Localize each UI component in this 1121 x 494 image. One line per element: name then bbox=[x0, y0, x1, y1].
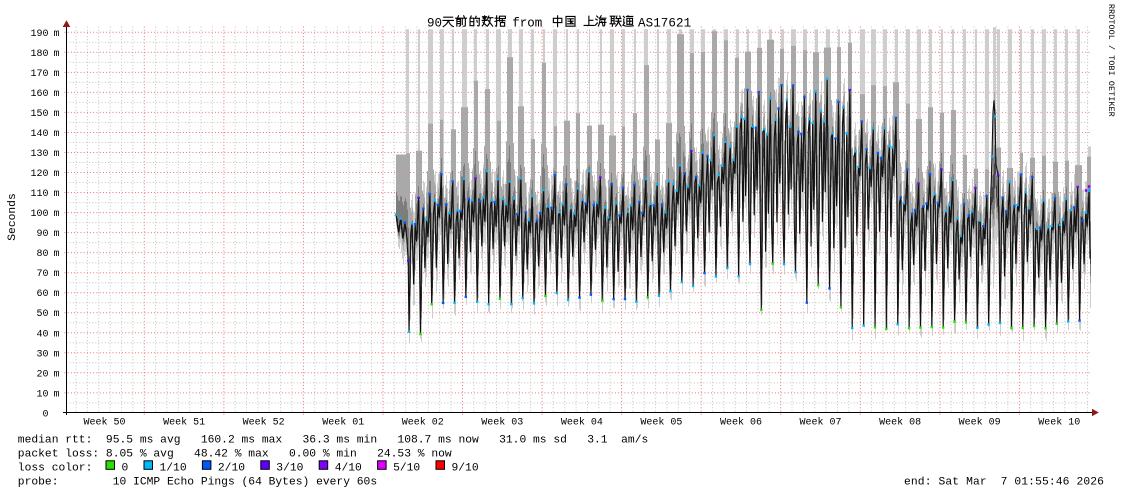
svg-text:m: m bbox=[54, 229, 60, 240]
svg-text:170: 170 bbox=[30, 69, 48, 80]
svg-text:Week 04: Week 04 bbox=[561, 417, 603, 429]
svg-text:180: 180 bbox=[30, 49, 48, 60]
svg-text:190: 190 bbox=[30, 29, 48, 40]
svg-text:3/10: 3/10 bbox=[276, 463, 303, 475]
svg-text:130: 130 bbox=[30, 149, 48, 160]
svg-text:140: 140 bbox=[30, 129, 48, 140]
svg-text:Week 09: Week 09 bbox=[959, 417, 1001, 429]
svg-text:m: m bbox=[54, 29, 60, 40]
svg-text:Week 07: Week 07 bbox=[799, 417, 841, 429]
svg-text:Week 50: Week 50 bbox=[83, 417, 125, 429]
svg-text:probe: 10 ICMP Echo Pin: probe: 10 ICMP Echo Pings (64 Bytes) eve… bbox=[18, 477, 377, 489]
svg-text:Week 51: Week 51 bbox=[163, 417, 205, 429]
svg-text:Week 03: Week 03 bbox=[481, 417, 523, 429]
svg-text:80: 80 bbox=[36, 249, 48, 260]
svg-text:100: 100 bbox=[30, 209, 48, 220]
svg-text:m: m bbox=[54, 329, 60, 340]
svg-text:30: 30 bbox=[36, 349, 48, 360]
svg-text:10: 10 bbox=[36, 389, 48, 400]
svg-text:m: m bbox=[54, 49, 60, 60]
svg-text:70: 70 bbox=[36, 269, 48, 280]
svg-text:median rtt: 95.5 ms avg 160: median rtt: 95.5 ms avg 160.2 ms max 36.… bbox=[18, 435, 648, 447]
svg-text:Seconds: Seconds bbox=[7, 193, 19, 240]
svg-text:160: 160 bbox=[30, 89, 48, 100]
svg-text:120: 120 bbox=[30, 169, 48, 180]
svg-text:60: 60 bbox=[36, 289, 48, 300]
svg-text:m: m bbox=[54, 169, 60, 180]
svg-text:m: m bbox=[54, 389, 60, 400]
svg-text:90: 90 bbox=[427, 16, 442, 30]
svg-text:end: Sat Mar 7 01:55:46 2026: end: Sat Mar 7 01:55:46 2026 bbox=[904, 477, 1104, 489]
svg-text:m: m bbox=[54, 149, 60, 160]
svg-text:Week 10: Week 10 bbox=[1038, 417, 1080, 429]
svg-text:loss color:: loss color: bbox=[18, 463, 93, 475]
svg-text:50: 50 bbox=[36, 309, 48, 320]
svg-text:from: from bbox=[512, 16, 542, 30]
svg-text:90: 90 bbox=[36, 229, 48, 240]
svg-text:40: 40 bbox=[36, 329, 48, 340]
svg-text:150: 150 bbox=[30, 109, 48, 120]
svg-text:m: m bbox=[54, 209, 60, 220]
svg-text:packet loss: 8.05 % avg 48.4: packet loss: 8.05 % avg 48.42 % max 0.00… bbox=[18, 449, 452, 461]
svg-text:Week 05: Week 05 bbox=[640, 417, 682, 429]
svg-text:m: m bbox=[54, 289, 60, 300]
svg-text:Week 02: Week 02 bbox=[402, 417, 444, 429]
svg-text:Week 06: Week 06 bbox=[720, 417, 762, 429]
svg-text:m: m bbox=[54, 109, 60, 120]
svg-text:m: m bbox=[54, 89, 60, 100]
svg-text:Week 01: Week 01 bbox=[322, 417, 364, 429]
svg-text:m: m bbox=[54, 189, 60, 200]
svg-text:4/10: 4/10 bbox=[335, 463, 362, 475]
svg-text:m: m bbox=[54, 69, 60, 80]
svg-text:m: m bbox=[54, 369, 60, 380]
svg-text:m: m bbox=[54, 309, 60, 320]
svg-text:RRDTOOL / TOBI OETIKER: RRDTOOL / TOBI OETIKER bbox=[1106, 4, 1116, 117]
svg-text:0: 0 bbox=[42, 409, 48, 420]
svg-text:0: 0 bbox=[122, 463, 129, 475]
svg-text:5/10: 5/10 bbox=[393, 463, 420, 475]
svg-text:AS17621: AS17621 bbox=[638, 16, 691, 30]
svg-text:110: 110 bbox=[30, 189, 48, 200]
svg-text:m: m bbox=[54, 249, 60, 260]
svg-text:m: m bbox=[54, 129, 60, 140]
svg-text:Week 52: Week 52 bbox=[243, 417, 285, 429]
svg-text:1/10: 1/10 bbox=[160, 463, 187, 475]
svg-text:m: m bbox=[54, 269, 60, 280]
svg-text:9/10: 9/10 bbox=[452, 463, 479, 475]
svg-text:m: m bbox=[54, 349, 60, 360]
svg-text:Week 08: Week 08 bbox=[879, 417, 921, 429]
svg-text:20: 20 bbox=[36, 369, 48, 380]
svg-text:2/10: 2/10 bbox=[218, 463, 245, 475]
